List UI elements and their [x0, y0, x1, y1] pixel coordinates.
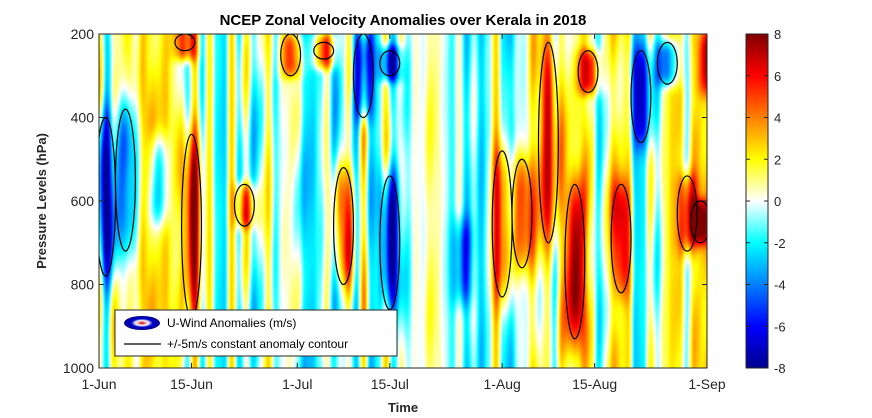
- contour-line: [676, 175, 698, 252]
- contour-line: [537, 41, 559, 244]
- colorbar-tick-label: -4: [774, 278, 786, 293]
- x-tick-label: 1-Aug: [483, 376, 520, 392]
- contour-line: [689, 200, 707, 244]
- x-tick-label: 15-Jun: [170, 376, 213, 392]
- x-tick-label: 15-Aug: [572, 376, 617, 392]
- contour-line: [313, 41, 335, 60]
- contour-line: [511, 158, 533, 269]
- colorbar-tick-label: -8: [774, 361, 786, 376]
- x-axis-label: Time: [388, 400, 418, 415]
- contour-line: [233, 183, 255, 227]
- y-tick-label: 200: [71, 26, 95, 42]
- x-tick-label: 1-Jun: [81, 376, 116, 392]
- colorbar-tick-label: 0: [774, 194, 781, 209]
- contour-line: [656, 41, 678, 85]
- y-axis-label: Pressure Levels (hPa): [34, 133, 49, 269]
- contour-line: [630, 50, 652, 144]
- contour-line: [564, 183, 586, 340]
- legend-entry-contour: +/-5m/s constant anomaly contour: [167, 337, 348, 351]
- colorbar-tick-label: -2: [774, 236, 786, 251]
- contour-line: [577, 50, 599, 94]
- chart-title: NCEP Zonal Velocity Anomalies over Keral…: [220, 12, 587, 29]
- contour-line: [280, 34, 302, 77]
- legend-heatmap-swatch-icon: [124, 316, 160, 330]
- colorbar-tick-label: 6: [774, 69, 781, 84]
- x-axis: 1-Jun 15-Jun 1-Jul 15-Jul 1-Aug 15-Aug 1-Sep: [81, 34, 726, 392]
- contour-line: [114, 108, 136, 252]
- contour-line: [610, 183, 632, 294]
- contour-line: [379, 50, 401, 77]
- colorbar-tick-label: -6: [774, 319, 786, 334]
- y-tick-label: 600: [71, 193, 95, 209]
- contour-line: [174, 34, 196, 52]
- colorbar-tick-label: 8: [774, 27, 781, 42]
- y-axis: 200 400 600 800 1000: [63, 26, 707, 376]
- legend-box: [114, 309, 398, 357]
- y-tick-label: 1000: [63, 360, 94, 376]
- y-tick-label: 800: [71, 277, 95, 293]
- legend-entry-heatmap: U-Wind Anomalies (m/s): [167, 316, 296, 330]
- x-tick-label: 15-Jul: [371, 376, 409, 392]
- contour-line: [352, 34, 374, 119]
- legend: U-Wind Anomalies (m/s) +/-5m/s constant …: [114, 309, 398, 357]
- colorbar-tick-label: 4: [774, 111, 781, 126]
- colorbar: -8 -6 -4 -2 0 2 4 6 8: [745, 27, 786, 376]
- contour-lines: [99, 34, 707, 340]
- y-tick-label: 400: [71, 110, 95, 126]
- contour-line: [333, 167, 355, 286]
- colorbar-tick-label: 2: [774, 152, 781, 167]
- x-tick-label: 1-Jul: [282, 376, 312, 392]
- x-tick-label: 1-Sep: [688, 376, 726, 392]
